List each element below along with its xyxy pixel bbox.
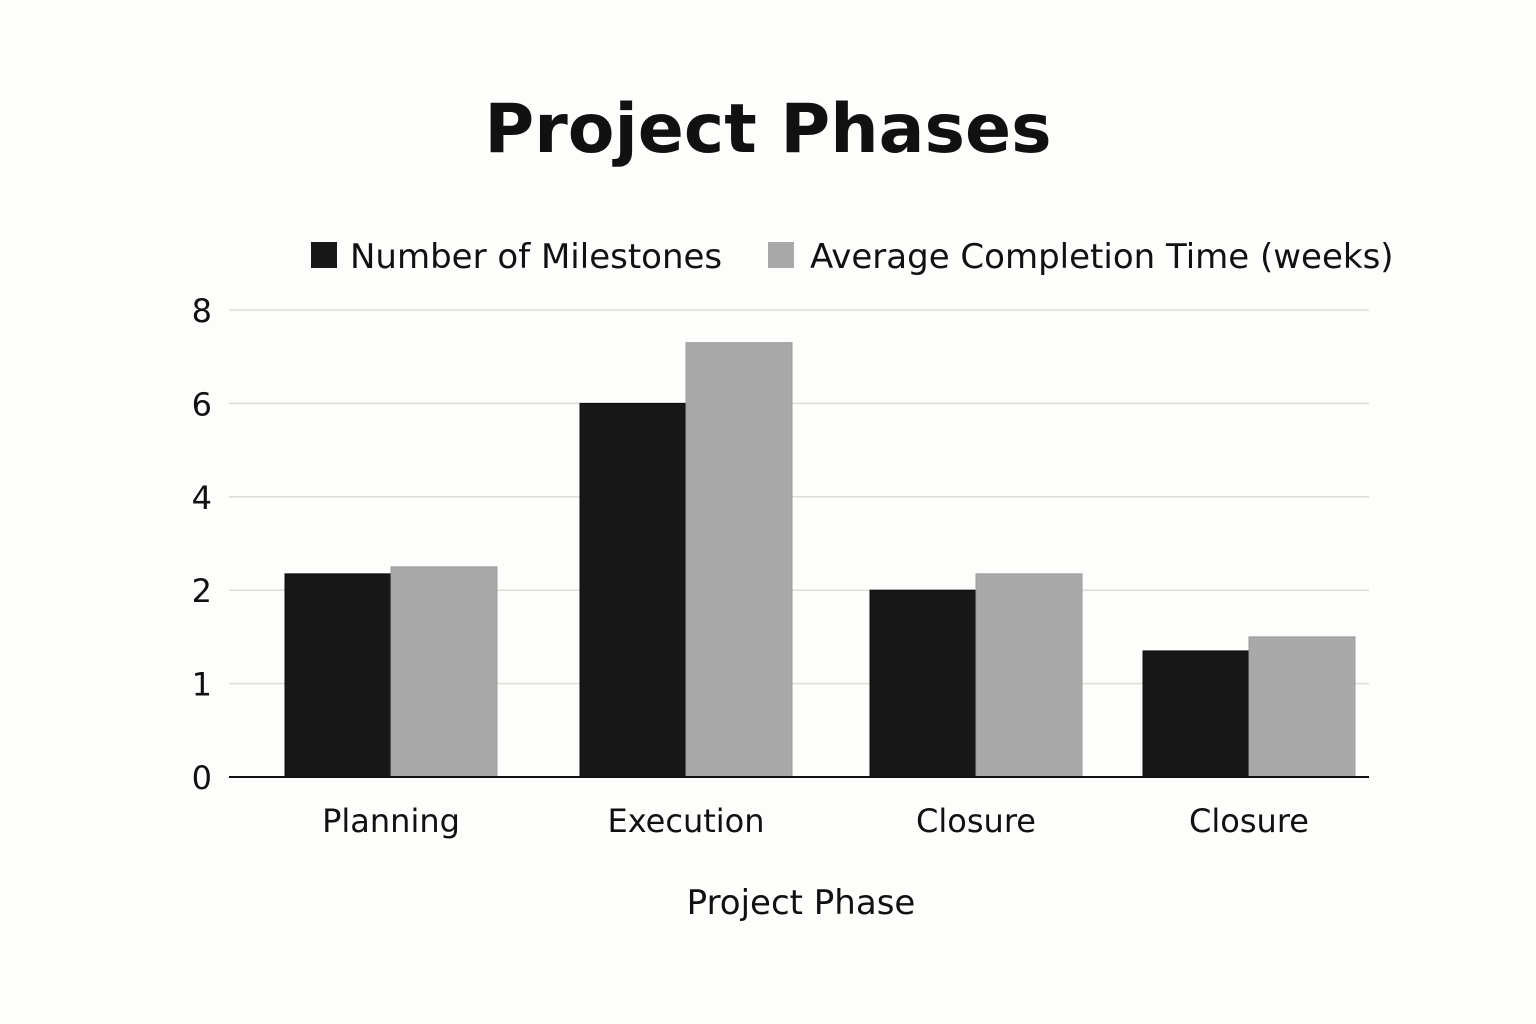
y-axis-ticks: 0 1 2 4 6 8 bbox=[192, 292, 212, 797]
y-tick-label: 2 bbox=[192, 572, 212, 610]
legend-label-milestones: Number of Milestones bbox=[350, 237, 722, 277]
bar-completion-time bbox=[975, 573, 1083, 778]
bar-completion-time bbox=[1248, 636, 1356, 778]
bars bbox=[284, 342, 1356, 778]
x-tick-label: Execution bbox=[607, 802, 764, 840]
y-tick-label: 6 bbox=[192, 385, 212, 423]
x-tick-label: Planning bbox=[322, 802, 460, 840]
y-tick-label: 4 bbox=[192, 479, 212, 517]
bar-completion-time bbox=[390, 566, 498, 778]
legend: Number of Milestones Average Completion … bbox=[311, 237, 1394, 277]
y-tick-label: 8 bbox=[192, 292, 212, 330]
x-tick-label: Closure bbox=[916, 802, 1036, 840]
legend-swatch-milestones bbox=[311, 242, 337, 268]
y-tick-label: 1 bbox=[192, 666, 212, 704]
x-tick-label: Closure bbox=[1189, 802, 1309, 840]
legend-swatch-completion-time bbox=[768, 242, 794, 268]
bar-milestones bbox=[1142, 650, 1250, 778]
bar-completion-time bbox=[685, 342, 793, 778]
bar-milestones bbox=[869, 589, 977, 778]
chart-title: Project Phases bbox=[484, 90, 1051, 169]
x-axis-title: Project Phase bbox=[687, 883, 916, 923]
x-axis-ticks: Planning Execution Closure Closure bbox=[322, 802, 1309, 840]
y-tick-label: 0 bbox=[192, 759, 212, 797]
bar-milestones bbox=[284, 573, 392, 778]
bar-milestones bbox=[579, 402, 687, 778]
legend-label-completion-time: Average Completion Time (weeks) bbox=[810, 237, 1394, 277]
